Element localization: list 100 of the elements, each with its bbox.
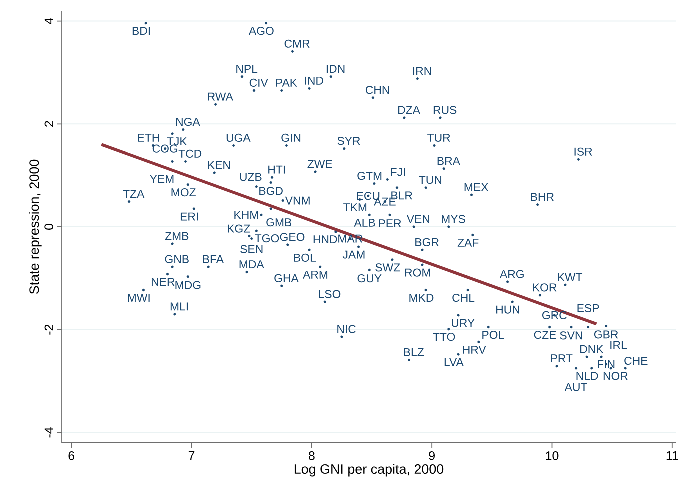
data-label: TKM <box>344 204 367 212</box>
data-label: HTI <box>268 166 286 174</box>
data-label: CHN <box>366 86 390 94</box>
data-label: JAM <box>342 250 365 259</box>
data-label: ALB <box>354 219 376 227</box>
data-label: DNK <box>580 345 604 354</box>
data-label: LSO <box>319 290 341 298</box>
data-label: CIV <box>250 78 268 88</box>
data-label: TUN <box>419 176 442 184</box>
data-label: CZE <box>534 330 556 340</box>
data-label: GEO <box>280 233 305 242</box>
data-label: SVN <box>560 332 582 340</box>
data-label: UGA <box>226 134 251 142</box>
data-label: ESP <box>578 304 600 312</box>
data-label: BDI <box>132 27 150 36</box>
x-tick-label: 9 <box>429 452 435 460</box>
data-label: RUS <box>434 106 457 114</box>
data-label: IRL <box>610 341 628 350</box>
data-label: PRT <box>551 354 573 363</box>
data-label: IRN <box>413 67 432 76</box>
data-label: LVA <box>444 358 464 366</box>
data-label: KEN <box>208 161 230 170</box>
data-label: NOR <box>604 372 628 380</box>
data-label: BFA <box>203 255 224 264</box>
x-tick-label: 8 <box>309 452 315 460</box>
x-tick-label: 11 <box>666 452 678 460</box>
data-label: MYS <box>442 215 466 224</box>
data-label: ZMB <box>165 232 189 240</box>
data-label: FIN <box>598 360 615 368</box>
data-label: HND <box>314 236 338 244</box>
data-label: HRV <box>463 346 486 354</box>
data-label: SYR <box>338 137 360 146</box>
data-label: YEM <box>150 175 174 184</box>
data-label: NPL <box>236 65 258 74</box>
data-label: MLI <box>170 302 188 311</box>
data-label: ZAF <box>458 239 479 247</box>
data-label: ERI <box>180 212 198 221</box>
data-label: BLR <box>392 192 412 200</box>
data-label: TJK <box>167 138 188 146</box>
data-label: AUT <box>564 383 588 392</box>
data-label: COG <box>152 144 178 153</box>
data-label: PER <box>379 220 402 228</box>
x-tick-label: 6 <box>68 452 75 460</box>
y-tick-label: 0 <box>44 224 54 230</box>
y-axis-title: State repression, 2000 <box>29 160 42 294</box>
data-label: KOR <box>533 284 557 292</box>
data-label: TZA <box>123 190 145 198</box>
data-label: BOL <box>294 254 316 262</box>
data-label: RWA <box>208 92 234 101</box>
data-label: MDG <box>176 281 201 290</box>
data-label: BGR <box>416 238 439 246</box>
data-label: GBR <box>594 330 618 339</box>
data-label: HUN <box>496 306 520 314</box>
data-label: KGZ <box>228 224 250 233</box>
x-tick-label: 7 <box>188 452 195 460</box>
data-label: BGD <box>260 187 283 196</box>
data-label: BHR <box>531 193 554 202</box>
data-label: TGO <box>255 234 280 243</box>
data-label: GIN <box>282 134 301 142</box>
data-label: GHA <box>274 274 299 282</box>
data-label: GMB <box>266 218 292 227</box>
data-label: GNB <box>165 255 189 264</box>
data-label: TCD <box>178 150 202 158</box>
data-label: VEN <box>406 215 430 224</box>
data-label: TTO <box>433 333 456 342</box>
x-tick-label: 10 <box>546 452 559 460</box>
data-label: GRC <box>542 311 567 320</box>
data-label: IND <box>305 76 324 85</box>
data-label: TUR <box>428 134 450 142</box>
data-label: ARG <box>500 270 524 278</box>
data-label: PAK <box>276 79 298 87</box>
data-label: FJI <box>391 168 406 176</box>
data-label: NIC <box>338 325 356 334</box>
data-label: GUY <box>358 274 382 283</box>
data-label: BLZ <box>404 348 424 356</box>
data-label: VNM <box>285 196 310 205</box>
data-label: MDA <box>240 260 264 268</box>
data-label: DZA <box>398 106 420 114</box>
x-axis-title: Log GNI per capita, 2000 <box>294 464 444 477</box>
data-label: POL <box>482 330 504 340</box>
data-label: ARM <box>303 270 328 279</box>
data-label: NLD <box>576 372 598 380</box>
data-label: SWZ <box>376 264 400 272</box>
data-label: NGA <box>176 118 200 126</box>
data-label: ETH <box>138 134 160 142</box>
data-label: SEN <box>240 245 263 254</box>
data-label: CHL <box>452 294 475 302</box>
data-label: MOZ <box>172 188 196 197</box>
y-tick-label: 2 <box>44 121 54 127</box>
data-label: KHM <box>234 211 258 220</box>
data-label: CMR <box>284 40 310 48</box>
data-label: GTM <box>358 172 382 180</box>
data-label: ISR <box>574 148 592 156</box>
data-label: MEX <box>464 183 489 192</box>
data-label: ZWE <box>308 160 332 168</box>
data-label: ROM <box>405 268 430 277</box>
data-label: CHE <box>624 356 648 366</box>
y-tick-label: 4 <box>44 18 54 24</box>
y-tick-label: -4 <box>44 428 54 438</box>
data-label: URY <box>452 319 475 328</box>
